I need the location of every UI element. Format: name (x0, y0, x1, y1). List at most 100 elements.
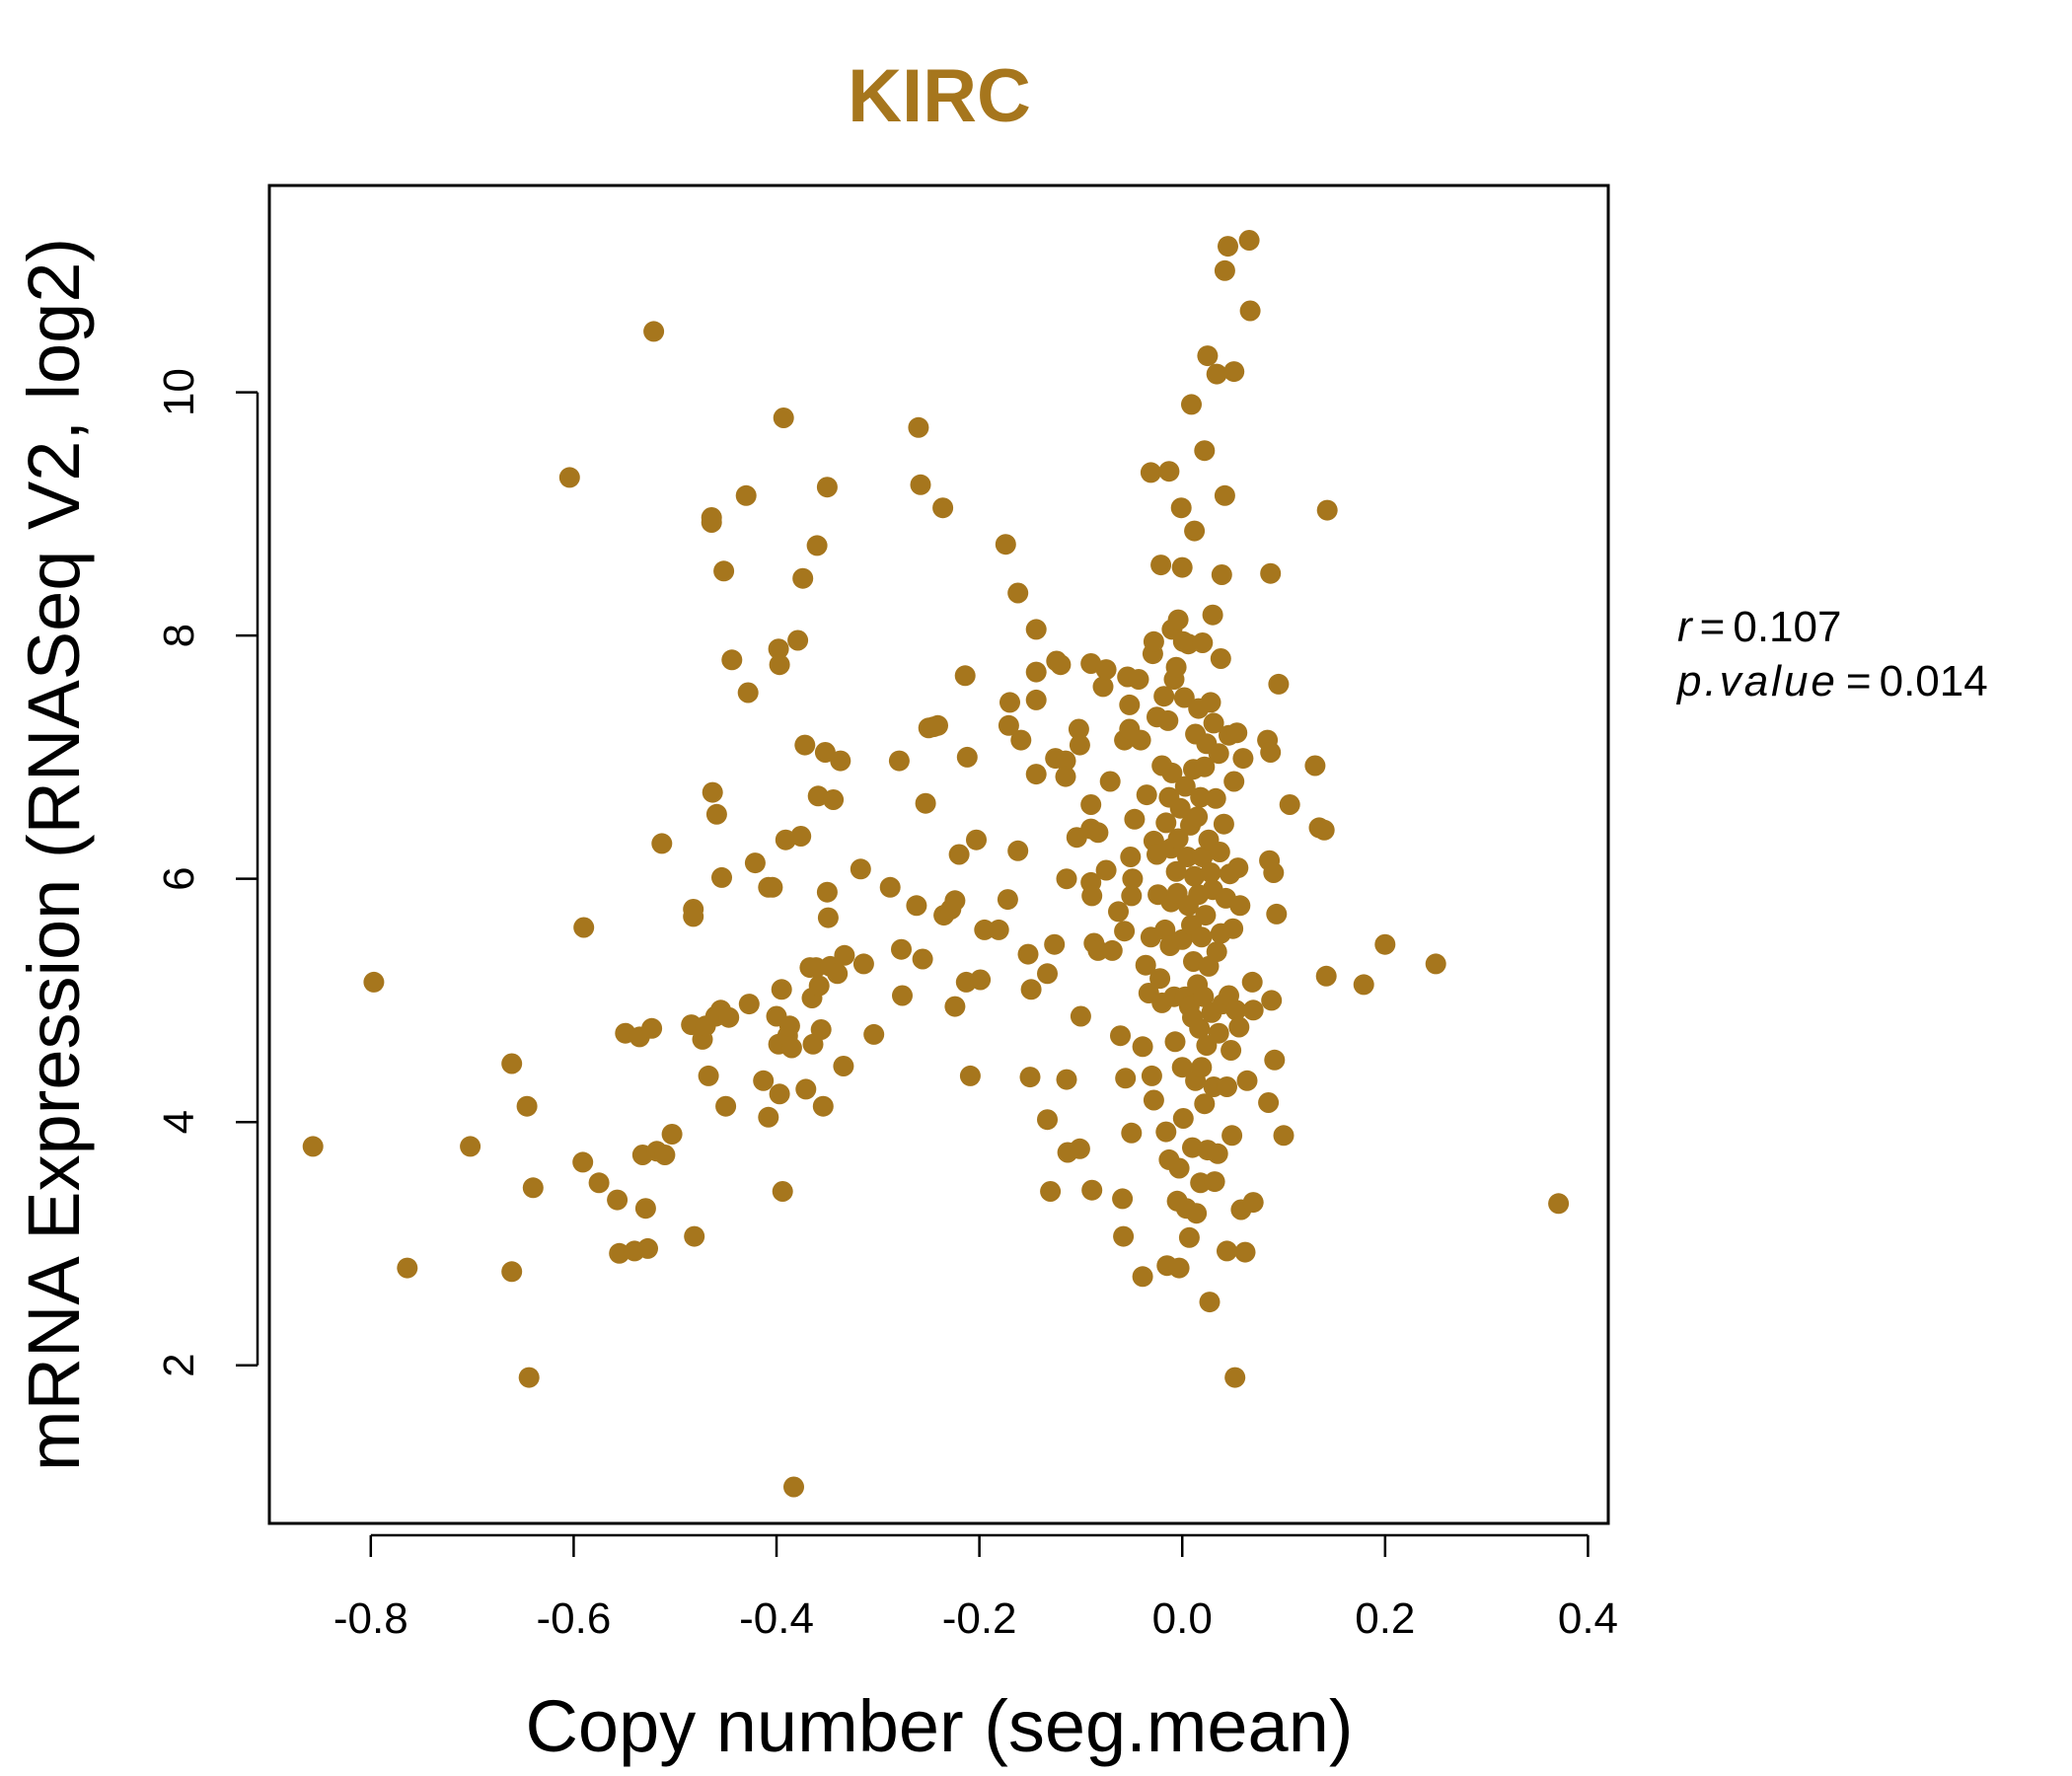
data-point (501, 1053, 523, 1074)
data-point (1087, 939, 1109, 961)
data-point (773, 407, 794, 428)
data-point (816, 881, 838, 903)
data-point (1164, 1031, 1186, 1053)
data-point (1315, 965, 1337, 987)
data-point (715, 1095, 737, 1117)
data-point (1172, 1108, 1194, 1129)
data-point (1110, 1025, 1131, 1047)
data-point (1132, 1036, 1153, 1058)
data-point (954, 665, 976, 687)
data-point (778, 1015, 800, 1037)
data-point (1425, 953, 1446, 975)
data-point (397, 1257, 418, 1279)
data-point (1081, 885, 1103, 907)
data-point (1264, 1049, 1286, 1071)
y-tick-label: 8 (155, 624, 203, 647)
data-point (1191, 926, 1213, 948)
data-point (737, 682, 759, 703)
data-point (1218, 236, 1238, 258)
data-point (1195, 905, 1217, 926)
data-point (744, 852, 766, 874)
data-point (1268, 673, 1290, 695)
data-point (1092, 676, 1114, 698)
data-point (1261, 990, 1283, 1011)
data-point (879, 876, 901, 898)
data-point (1222, 918, 1244, 939)
data-point (1167, 609, 1189, 630)
data-point (1211, 564, 1232, 585)
x-tick-label: -0.2 (942, 1594, 1017, 1643)
data-point (1056, 868, 1077, 890)
r-value: 0.107 (1733, 603, 1841, 651)
data-point (1374, 933, 1396, 955)
data-point (1204, 1171, 1225, 1193)
y-tick-label: 4 (155, 1110, 203, 1134)
data-point (1037, 1109, 1058, 1131)
data-point (988, 919, 1009, 940)
data-point (1056, 1069, 1077, 1090)
data-point (1227, 857, 1249, 879)
data-point (1234, 1241, 1256, 1263)
y-axis-title: mRNA Expression (RNASeq V2, log2) (13, 238, 95, 1471)
data-point (769, 1083, 790, 1105)
data-point (1161, 762, 1183, 783)
data-point (1025, 619, 1047, 640)
data-point (1206, 941, 1227, 963)
x-tick-label: -0.6 (536, 1594, 611, 1643)
data-point (302, 1136, 324, 1157)
data-point (1221, 1040, 1242, 1061)
data-point (1181, 394, 1202, 415)
p-value-label: p.value (1675, 657, 1838, 705)
data-point (1239, 300, 1261, 322)
data-point (1155, 812, 1177, 834)
p-value: 0.014 (1880, 657, 1988, 705)
data-point (1121, 1122, 1143, 1144)
data-point (1140, 462, 1161, 483)
data-point (852, 953, 874, 975)
data-point (607, 1189, 629, 1211)
data-point (609, 1242, 630, 1264)
data-point (1087, 822, 1109, 844)
data-point (1017, 943, 1039, 965)
data-point (1174, 776, 1196, 797)
data-point (1154, 919, 1176, 940)
data-point (814, 742, 836, 763)
data-point (641, 1017, 663, 1039)
data-point (1069, 1138, 1090, 1159)
data-point (1226, 722, 1248, 744)
data-point (1025, 689, 1047, 710)
data-point (1266, 903, 1288, 925)
data-point (1182, 1137, 1203, 1158)
x-tick-label: -0.4 (739, 1594, 814, 1643)
data-point (944, 890, 966, 912)
y-axis: 2 4 6 8 10 (155, 368, 259, 1377)
data-point (684, 1225, 705, 1247)
data-point (460, 1136, 481, 1157)
data-point (783, 1476, 804, 1498)
data-point (1173, 687, 1195, 708)
data-point (1210, 648, 1231, 669)
data-point (713, 560, 735, 582)
data-point (906, 895, 927, 917)
data-point (1548, 1193, 1570, 1215)
data-point (1236, 1070, 1258, 1091)
data-point (1279, 794, 1300, 815)
data-point (1095, 659, 1117, 681)
data-point (1115, 1068, 1137, 1089)
data-point (1143, 630, 1164, 652)
data-point (735, 484, 757, 506)
data-point (1135, 954, 1156, 976)
data-point (762, 876, 783, 898)
data-point (823, 789, 845, 810)
data-point (959, 1065, 981, 1086)
data-point (1070, 1005, 1091, 1027)
data-point (1025, 661, 1047, 683)
data-point (501, 1261, 523, 1283)
statistics-annotation: r = 0.107 p.value = 0.014 (1675, 603, 1988, 705)
data-point (790, 826, 812, 847)
data-point (1037, 963, 1058, 985)
data-point (1200, 692, 1221, 713)
data-point (1150, 555, 1172, 576)
data-point (927, 714, 948, 736)
r-equals: = (1700, 603, 1726, 651)
